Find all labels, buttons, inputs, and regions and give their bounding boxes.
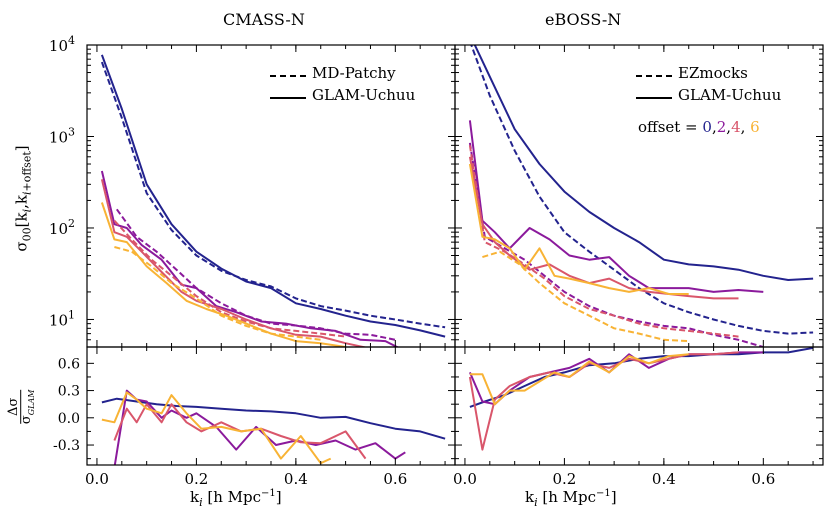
series-line-offset-2-solid xyxy=(100,170,400,347)
series-line-offset-6-solid xyxy=(100,202,346,347)
offset-annotation: offset = 0,2,4, 6 xyxy=(638,118,760,136)
series-line-offset-6 xyxy=(469,353,689,406)
x-tick-label: 0.2 xyxy=(552,470,576,488)
series-line-offset-4-dashed xyxy=(113,220,346,338)
y-tick-label: 0.6 xyxy=(58,356,80,372)
series-line-offset-4 xyxy=(468,351,739,451)
legend-solid-swatch-right xyxy=(636,97,672,99)
x-tick-label: 0.4 xyxy=(652,470,676,488)
x-tick-label: 0.6 xyxy=(751,470,775,488)
series-line-offset-4-solid xyxy=(468,156,739,300)
legend-dashed-swatch-right xyxy=(636,75,672,77)
legend-label-ezmocks: EZmocks xyxy=(678,64,748,82)
panel-series-group xyxy=(101,389,446,465)
series-line-offset-2 xyxy=(468,351,764,406)
panel-series-group xyxy=(468,347,814,451)
panel-title-eboss: eBOSS-N xyxy=(545,10,622,29)
series-line-offset-0-dashed xyxy=(100,61,446,329)
series-line-offset-4-solid xyxy=(100,179,368,347)
panel-frame xyxy=(454,346,824,466)
plot-data-layer xyxy=(100,45,814,465)
offset-value-4: 4 xyxy=(731,118,741,136)
legend-dashed-swatch-left xyxy=(270,75,306,77)
series-line-offset-0-dashed xyxy=(470,45,814,335)
panel-title-cmass: CMASS-N xyxy=(223,10,305,29)
x-axis-label-right: ki [h Mpc−1] xyxy=(525,488,617,509)
x-tick-label: 0.0 xyxy=(453,470,477,488)
series-line-offset-2-dashed xyxy=(115,208,396,341)
panel-series-group xyxy=(468,45,814,347)
series-line-offset-6-dashed xyxy=(114,246,321,341)
bottom-y-axis-label: Δσ σGLAM xyxy=(6,389,36,425)
y-tick-exponent: 1 xyxy=(68,308,75,321)
series-line-offset-6 xyxy=(101,391,332,465)
y-tick-label: 103 xyxy=(49,125,75,146)
series-line-offset-2-solid xyxy=(468,120,764,293)
x-axis-label-left: ki [h Mpc−1] xyxy=(190,488,282,509)
offset-prefix: offset = xyxy=(638,118,703,136)
y-tick-exponent: 2 xyxy=(68,217,75,230)
y-tick-label: -0.3 xyxy=(53,438,80,454)
series-line-offset-0-solid xyxy=(473,45,814,281)
y-tick-exponent: 3 xyxy=(68,125,75,138)
top-y-axis-label: σ00[ki,ki+offset] xyxy=(12,145,34,252)
series-line-offset-2 xyxy=(113,389,406,465)
legend-label-md-patchy: MD-Patchy xyxy=(312,64,396,82)
series-line-offset-0 xyxy=(469,347,814,408)
x-tick-label: 0.0 xyxy=(85,470,109,488)
y-tick-label: 0.3 xyxy=(58,384,80,400)
series-line-offset-6-dashed xyxy=(482,250,689,343)
series-line-offset-6-solid xyxy=(468,163,689,295)
y-tick-label: 0.0 xyxy=(58,411,80,427)
y-tick-label: 101 xyxy=(49,308,75,329)
offset-value-6: 6 xyxy=(750,118,760,136)
x-tick-label: 0.6 xyxy=(383,470,407,488)
panel-frame xyxy=(86,346,456,466)
series-line-offset-4-dashed xyxy=(468,145,739,338)
offset-value-2: 2 xyxy=(716,118,727,136)
y-tick-label: 104 xyxy=(49,34,75,55)
x-tick-label: 0.4 xyxy=(284,470,308,488)
y-tick-exponent: 4 xyxy=(68,34,75,47)
legend-solid-swatch-left xyxy=(270,97,306,99)
series-line-offset-0-solid xyxy=(100,54,446,338)
y-tick-label: 102 xyxy=(49,217,75,238)
legend-label-glam-left: GLAM-Uchuu xyxy=(312,86,416,104)
x-tick-label: 0.2 xyxy=(184,470,208,488)
offset-value-0: 0 xyxy=(702,118,712,136)
legend-label-glam-right: GLAM-Uchuu xyxy=(678,86,782,104)
